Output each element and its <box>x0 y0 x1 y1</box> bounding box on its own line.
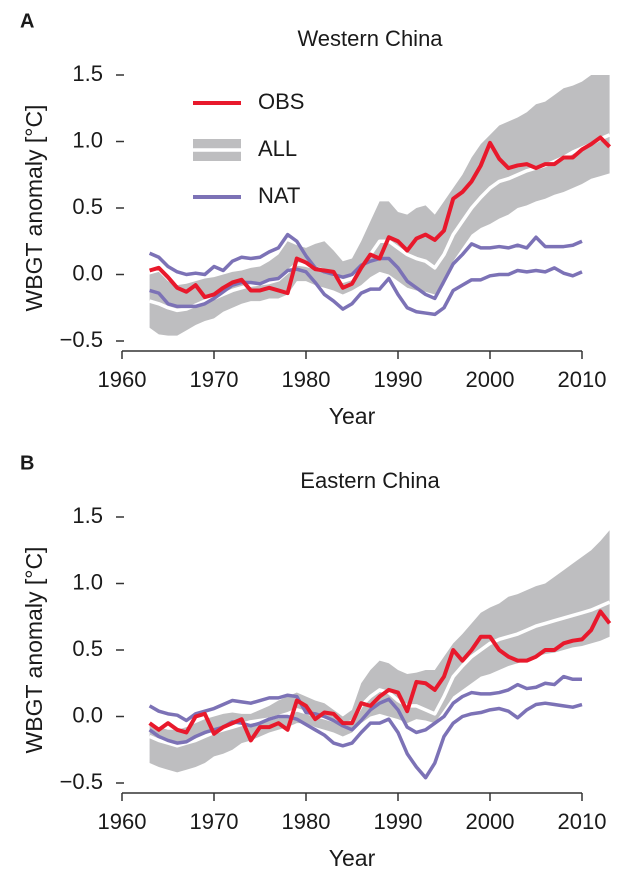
y-tick-label: −0.5 <box>60 769 103 794</box>
chart-title: Western China <box>297 26 443 51</box>
legend-label: NAT <box>258 183 300 208</box>
y-tick-label: 0.5 <box>72 194 103 219</box>
y-axis-title: WBGT anomaly [°C] <box>21 547 47 754</box>
y-tick-label: 1.0 <box>72 127 103 152</box>
x-tick-label: 1990 <box>374 809 423 834</box>
obs-line <box>149 135 612 300</box>
panel-label: A <box>20 10 34 32</box>
x-axis-title: Year <box>329 403 376 429</box>
x-tick-label: 2010 <box>558 809 607 834</box>
y-tick-label: 1.5 <box>72 503 103 528</box>
y-tick-label: 1.5 <box>72 61 103 86</box>
legend-label: OBS <box>258 89 304 114</box>
all-band <box>149 75 610 336</box>
x-tick-label: 1960 <box>98 367 147 392</box>
y-tick-label: 0.0 <box>72 260 103 285</box>
x-tick-label: 1970 <box>190 809 239 834</box>
x-tick-label: 1960 <box>98 809 147 834</box>
all-band <box>149 530 610 773</box>
y-axis-title: WBGT anomaly [°C] <box>21 105 47 312</box>
x-axis-title: Year <box>329 845 376 871</box>
panel-label: B <box>20 452 34 474</box>
x-tick-label: 2010 <box>558 367 607 392</box>
chart-title: Eastern China <box>300 468 440 493</box>
x-tick-label: 1980 <box>282 809 331 834</box>
all-mean-line <box>148 600 611 748</box>
y-tick-label: 0.0 <box>72 702 103 727</box>
nat-lower-line <box>149 266 583 317</box>
x-tick-label: 1970 <box>190 367 239 392</box>
x-tick-label: 2000 <box>466 367 515 392</box>
legend-label: ALL <box>258 136 297 161</box>
x-tick-label: 2000 <box>466 809 515 834</box>
x-tick-label: 1990 <box>374 367 423 392</box>
nat-upper-line <box>148 674 582 735</box>
y-tick-label: −0.5 <box>60 327 103 352</box>
x-tick-label: 1980 <box>282 367 331 392</box>
y-tick-label: 1.0 <box>72 569 103 594</box>
y-tick-label: 0.5 <box>72 636 103 661</box>
obs-line <box>148 609 612 743</box>
all-mean-line <box>149 133 611 313</box>
